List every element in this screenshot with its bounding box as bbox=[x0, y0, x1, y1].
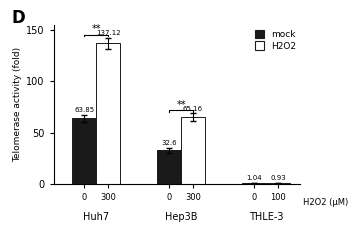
Text: THLE-3: THLE-3 bbox=[249, 212, 283, 222]
Text: 63.85: 63.85 bbox=[74, 107, 94, 113]
Bar bbox=[181, 117, 205, 184]
Text: 65.16: 65.16 bbox=[183, 106, 203, 112]
Text: D: D bbox=[12, 9, 26, 27]
Text: **: ** bbox=[92, 24, 101, 34]
Bar bbox=[96, 43, 120, 184]
Y-axis label: Telomerase activity (fold): Telomerase activity (fold) bbox=[13, 47, 22, 162]
Bar bbox=[266, 183, 290, 184]
Bar bbox=[242, 183, 266, 184]
Text: Huh7: Huh7 bbox=[83, 212, 109, 222]
Text: 137.12: 137.12 bbox=[96, 30, 120, 36]
Text: 32.6: 32.6 bbox=[162, 140, 177, 146]
Bar bbox=[157, 150, 181, 184]
Text: 1.04: 1.04 bbox=[246, 175, 262, 181]
Bar bbox=[72, 118, 96, 184]
Text: Hep3B: Hep3B bbox=[165, 212, 197, 222]
Text: H2O2 (μM): H2O2 (μM) bbox=[302, 198, 348, 207]
Legend: mock, H2O2: mock, H2O2 bbox=[253, 28, 298, 52]
Text: **: ** bbox=[176, 100, 186, 110]
Text: 0.93: 0.93 bbox=[270, 175, 286, 181]
